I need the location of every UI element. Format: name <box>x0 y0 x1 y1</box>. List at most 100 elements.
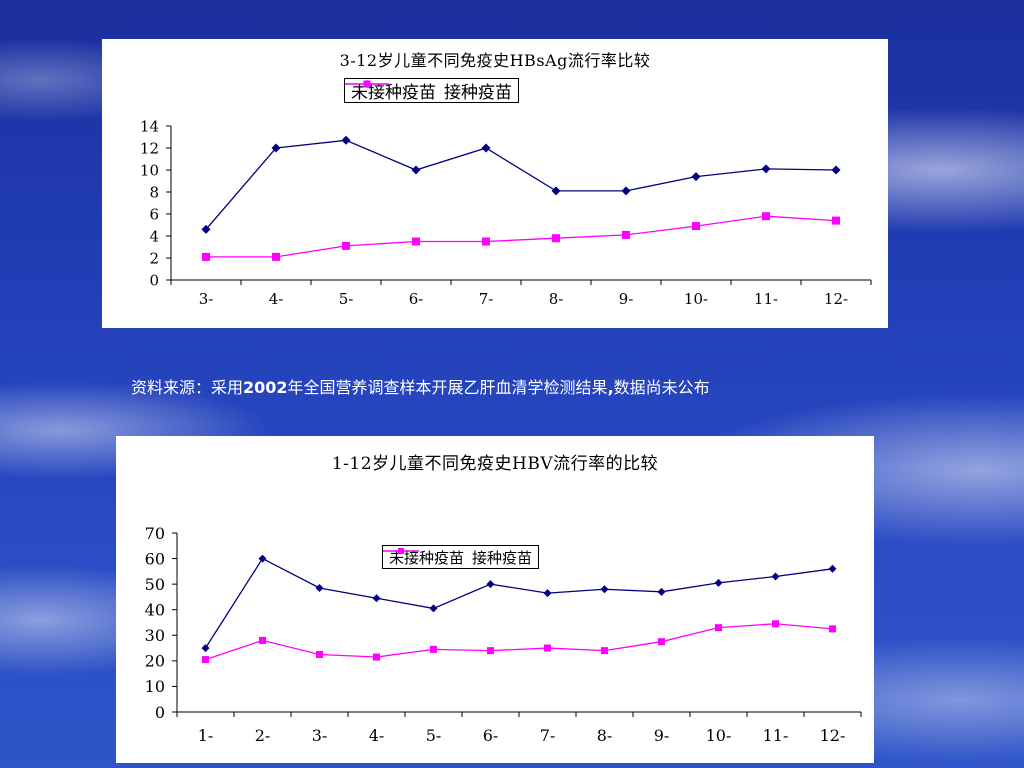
y-tick-label: 0 <box>155 703 165 722</box>
y-tick-label: 60 <box>145 549 165 568</box>
x-tick-label: 1- <box>198 726 214 745</box>
chart-legend: 未接种疫苗 接种疫苗 <box>382 545 540 569</box>
data-point <box>429 604 438 613</box>
data-point <box>714 578 723 587</box>
source-note-comma: , <box>607 378 614 397</box>
x-tick-label: 8- <box>549 290 564 308</box>
y-tick-label: 8 <box>149 183 159 201</box>
data-point <box>341 135 351 145</box>
data-point <box>692 222 700 231</box>
x-tick-label: 4- <box>269 290 284 308</box>
x-tick-label: 9- <box>619 290 634 308</box>
data-point <box>487 647 494 655</box>
source-note-year: 2002 <box>243 378 288 397</box>
data-point <box>272 252 280 261</box>
data-point <box>762 212 770 221</box>
data-point <box>202 252 210 261</box>
data-point <box>201 644 210 653</box>
x-tick-label: 7- <box>540 726 556 745</box>
y-tick-label: 2 <box>149 249 159 267</box>
data-point <box>430 645 437 653</box>
data-point <box>551 186 561 196</box>
legend-item-vaccinated: 接种疫苗 <box>345 78 512 103</box>
data-point <box>831 165 841 175</box>
x-tick-label: 12- <box>824 290 848 308</box>
x-tick-label: 11- <box>763 726 789 745</box>
legend-marker-square <box>383 548 419 554</box>
x-tick-label: 11- <box>754 290 778 308</box>
x-tick-label: 2- <box>255 726 271 745</box>
data-point <box>315 583 324 592</box>
legend-label: 未接种疫苗 <box>389 548 465 567</box>
data-point <box>828 564 837 573</box>
y-tick-label: 0 <box>149 271 159 289</box>
y-tick-label: 50 <box>145 575 165 594</box>
x-tick-label: 6- <box>483 726 499 745</box>
x-tick-label: 4- <box>369 726 385 745</box>
data-point <box>486 580 495 589</box>
data-point <box>201 224 211 234</box>
x-tick-label: 3- <box>312 726 328 745</box>
chart-legend: 未接种疫苗 接种疫苗 <box>344 78 519 103</box>
legend-item-vaccinated: 接种疫苗 <box>383 547 533 568</box>
chart-title: 3-12岁儿童不同免疫史HBsAg流行率比较 <box>339 51 651 70</box>
chart-panel-hbsag: 3-12岁儿童不同免疫史HBsAg流行率比较 未接种疫苗 接种疫苗 0 2 4 6 8 1… <box>102 39 888 328</box>
x-tick-label: 10- <box>706 726 732 745</box>
data-point <box>202 656 209 664</box>
x-tick-label: 10- <box>684 290 708 308</box>
data-point <box>482 237 490 246</box>
x-tick-label: 5- <box>426 726 442 745</box>
y-tick-label: 40 <box>145 600 165 619</box>
source-note-middle: 年全国营养调查样本开展乙肝血清学检测结果 <box>287 378 608 397</box>
legend-label: 未接种疫苗 <box>351 83 436 103</box>
data-point <box>373 653 380 661</box>
data-point <box>715 624 722 632</box>
y-tick-label: 70 <box>145 524 165 543</box>
y-tick-label: 20 <box>145 652 165 671</box>
legend-marker-square <box>345 80 389 88</box>
data-point <box>316 650 323 658</box>
data-point <box>372 594 381 603</box>
y-tick-label: 14 <box>140 117 159 135</box>
x-tick-label: 6- <box>409 290 424 308</box>
data-point <box>622 230 630 239</box>
data-point <box>543 589 552 598</box>
data-point <box>771 572 780 581</box>
y-tick-label: 10 <box>145 677 165 696</box>
data-point <box>412 237 420 246</box>
y-tick-label: 10 <box>140 161 159 179</box>
series-line <box>204 557 833 649</box>
source-note: 资料来源：采用2002年全国营养调查样本开展乙肝血清学检测结果,数据尚未公布 <box>131 374 710 398</box>
data-point <box>600 585 609 594</box>
data-point <box>481 143 491 153</box>
chart-plot-area: 0 2 4 6 8 10 12 14 3- 4- 5- 6- 7- 8- 9- 10- 11- 12- <box>140 117 872 308</box>
data-point <box>761 164 771 174</box>
data-point <box>691 172 701 182</box>
data-point <box>552 234 560 243</box>
series-line <box>205 139 837 230</box>
data-point <box>259 636 266 644</box>
data-point <box>271 143 281 153</box>
data-point <box>657 587 666 596</box>
x-tick-label: 7- <box>479 290 494 308</box>
y-tick-label: 30 <box>145 626 165 645</box>
y-tick-label: 12 <box>140 139 159 157</box>
legend-label: 接种疫苗 <box>444 83 512 103</box>
series-line <box>206 215 837 258</box>
data-point <box>258 554 267 563</box>
chart-title: 1-12岁儿童不同免疫史HBV流行率的比较 <box>331 454 659 474</box>
data-point <box>772 620 779 628</box>
x-tick-label: 8- <box>597 726 613 745</box>
data-point <box>601 647 608 655</box>
data-point <box>829 625 836 633</box>
x-tick-label: 5- <box>339 290 354 308</box>
source-note-suffix: 数据尚未公布 <box>613 378 710 397</box>
legend-label: 接种疫苗 <box>472 548 533 567</box>
chart-plot-area: 0 10 20 30 40 50 60 70 1- 2- 3- 4- 5- 6- 7- 8- 9- 10- 11- 1… <box>145 524 862 745</box>
data-point <box>411 165 421 175</box>
y-tick-label: 4 <box>149 227 159 245</box>
data-point <box>342 241 350 250</box>
data-point <box>658 638 665 646</box>
x-tick-label: 9- <box>654 726 670 745</box>
series-line <box>205 623 833 661</box>
